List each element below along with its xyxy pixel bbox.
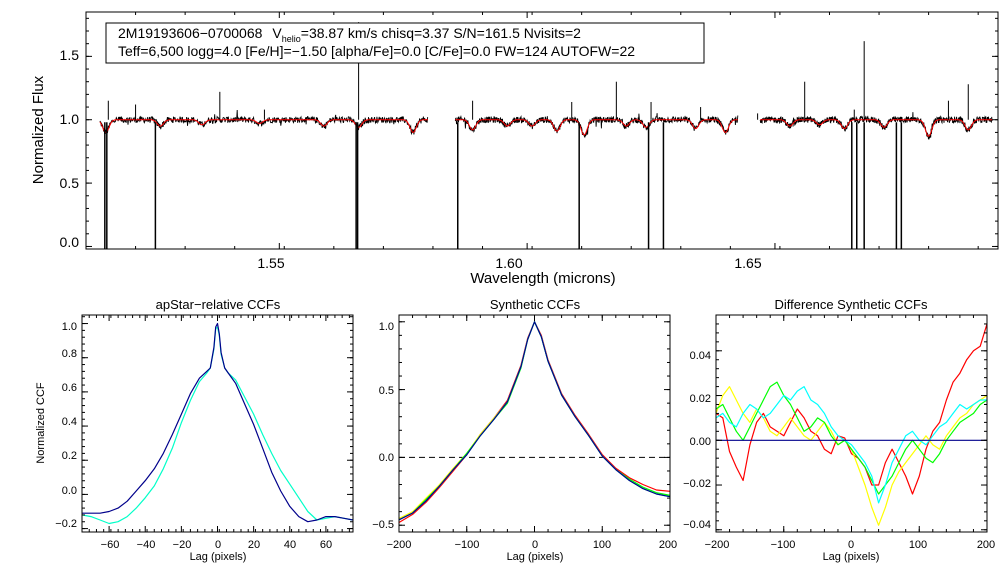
apstar-ccf-ytick-label: 0.0 [62,485,77,497]
apstar-ccf-title: apStar−relative CCFs [156,297,281,312]
apstar-ccf-xtick-label: −20 [173,539,192,551]
spectrum-xtick-label: 1.60 [495,255,522,271]
spectrum-ytick-label: 0.0 [60,234,80,250]
spectrum-x-axis-label: Wavelength (microns) [470,270,615,287]
series-line-ccf-5 [398,321,671,521]
difference-ccf-title: Difference Synthetic CCFs [775,297,928,312]
spectrum-ticks [85,12,998,249]
synthetic-ccf-xtick-label: −100 [455,539,480,551]
synthetic-ccf-ticks [398,315,671,532]
spectrum-observed-line [454,113,739,139]
apstar-ccf-ytick-label: 0.2 [62,450,77,462]
series-line-diff-2 [715,386,988,526]
synthetic-ccf-xtick-label: −200 [387,539,412,551]
info-v-rest: =38.87 km/s chisq=3.37 S/N=161.5 Nvisits… [301,25,581,41]
synthetic-ccf-ytick-label: 0.5 [379,385,394,397]
apstar-ccf-ytick-label: −0.2 [55,518,77,530]
apstar-ccf-ytick-label: 0.8 [62,348,77,360]
difference-ccf-ytick-label: −0.04 [683,519,711,531]
apstar-ccf-xtick-label: 20 [248,539,260,551]
synthetic-ccf-frame [398,314,671,533]
spectrum-ytick-label: 0.5 [60,175,80,191]
spectrum-observed-line [759,112,993,140]
spectrum-panel: 1.55 1.60 1.65 0.0 0.5 1.0 1.5 Wavelengt… [30,11,999,287]
difference-ccf-panel: Difference Synthetic CCFs Lag (pixels) −… [683,297,995,563]
apstar-ccf-xtick-label: −60 [101,539,120,551]
difference-ccf-series-group [715,323,988,526]
synthetic-ccf-panel: Synthetic CCFs Lag (pixels) −200 −100 0 … [372,297,677,563]
apstar-ccf-xtick-label: 0 [215,539,221,551]
apstar-ccf-frame [81,314,354,533]
difference-ccf-ytick-label: 0.02 [690,393,711,405]
spectrum-y-axis-label: Normalized Flux [30,75,47,184]
synthetic-ccf-ytick-label: 1.0 [379,321,394,333]
apstar-ccf-xtick-label: 40 [284,539,296,551]
difference-ccf-ytick-label: 0.04 [690,350,711,362]
spectrum-info-box: 2M19193606−0700068 Vhelio=38.87 km/s chis… [105,22,705,64]
info-v-symbol: V [272,25,282,41]
series-line-diff-4 [715,386,987,504]
difference-ccf-xtick-label: 100 [909,539,927,551]
difference-ccf-ytick-label: 0.00 [690,436,711,448]
series-line-diff-3 [715,381,988,495]
synthetic-ccf-title: Synthetic CCFs [490,297,581,312]
apstar-ccf-xtick-label: 60 [320,539,332,551]
apstar-ccf-ytick-label: 0.6 [62,382,77,394]
series-line-diff-1 [715,323,988,495]
difference-ccf-ticks [715,315,988,532]
apstar-ccf-ytick-label: 1.0 [62,321,77,333]
difference-ccf-x-axis-label: Lag (pixels) [823,551,880,563]
spectrum-ytick-label: 1.5 [60,47,80,63]
spectrum-model-line [455,119,738,136]
difference-ccf-xtick-label: 200 [977,539,995,551]
synthetic-ccf-series-group [398,321,671,524]
apstar-ccf-panel: apStar−relative CCFs Lag (pixels) Normal… [35,297,354,563]
series-line-visit-1 [81,326,354,525]
info-line-2: Teff=6,500 logg=4.0 [Fe/H]=−1.50 [alpha/… [118,43,635,59]
info-v-subscript: helio [282,34,301,44]
info-star-id: 2M19193606−0700068 [118,25,263,41]
difference-ccf-ytick-label: −0.02 [683,478,711,490]
series-line-ccf-3 [398,321,671,521]
series-line-ccf-4 [398,321,671,521]
apstar-ccf-xtick-label: −40 [137,539,156,551]
difference-ccf-xtick-label: −100 [771,539,796,551]
series-line-ccf-1 [398,321,671,524]
spectrum-ytick-label: 1.0 [60,111,80,127]
apstar-ccf-x-axis-label: Lag (pixels) [190,551,247,563]
apstar-ccf-ytick-label: 0.4 [62,416,77,428]
difference-ccf-xtick-label: 0 [848,539,854,551]
synthetic-ccf-ytick-label: −0.5 [372,519,394,531]
spectrum-model-line [760,119,993,137]
spectrum-frame [85,11,999,250]
synthetic-ccf-xtick-label: 100 [593,539,611,551]
synthetic-ccf-xtick-label: 0 [532,539,538,551]
apstar-ccf-ticks [81,315,353,532]
synthetic-ccf-ytick-label: 0.0 [379,452,394,464]
spectrum-model-line [99,119,428,133]
spectrum-xtick-label: 1.55 [257,255,284,271]
apstar-ccf-y-axis-label: Normalized CCF [35,382,47,464]
spectrum-series-group [99,22,999,249]
difference-ccf-xtick-label: −200 [705,539,730,551]
spectrum-xtick-label: 1.65 [734,255,761,271]
apstar-ccf-series-group [81,322,354,525]
info-box-frame [105,22,705,64]
synthetic-ccf-xtick-label: 200 [659,539,677,551]
synthetic-ccf-x-axis-label: Lag (pixels) [507,551,564,563]
series-line-visit-2 [82,322,354,523]
info-line-1: 2M19193606−0700068 Vhelio=38.87 km/s chis… [118,25,581,44]
series-line-ccf-2 [398,321,671,519]
